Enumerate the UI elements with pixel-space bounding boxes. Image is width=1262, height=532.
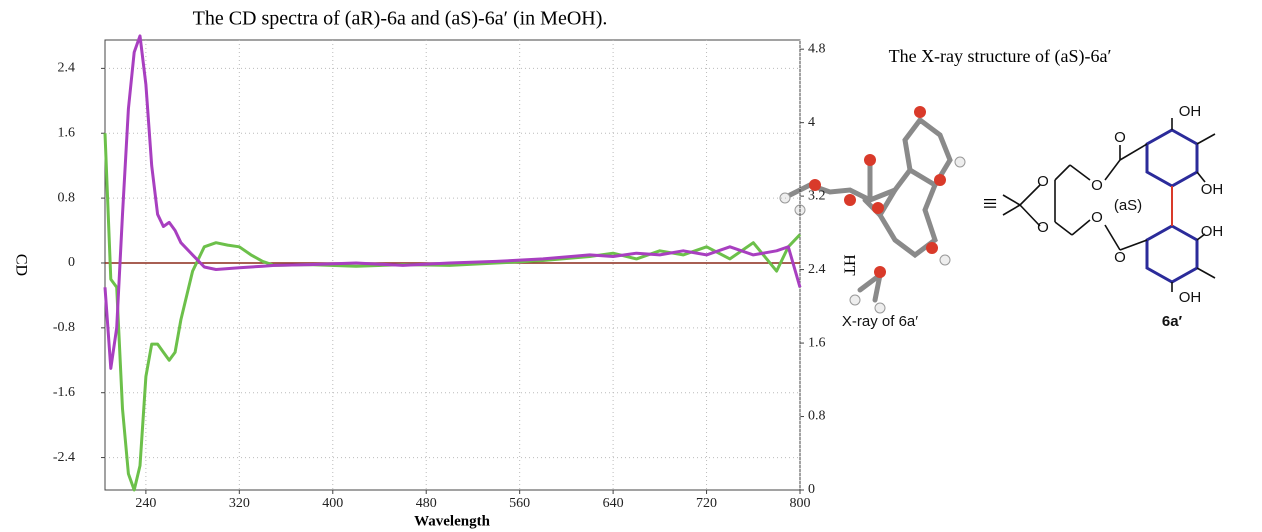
y-tick-label: -2.4 [53,450,75,465]
x-tick-label: 400 [322,496,343,511]
equivalence: ≡ [983,189,998,218]
atom-label: O [1114,249,1126,266]
x-tick-label: 800 [790,496,811,511]
structure-title: The X-ray structure of (aS)-6a′ [889,46,1112,67]
y2-tick-label: 1.6 [808,335,826,350]
y-tick-label: -1.6 [53,385,75,400]
atom-label: OH [1179,289,1202,306]
figure: The CD spectra of (aR)-6a and (aS)-6a′ (… [0,0,1262,532]
atom-label: OH [1201,223,1224,240]
atom-label: OH [1201,181,1224,198]
atom-label: O [1091,177,1103,194]
x-tick-label: 720 [696,496,717,511]
x-tick-label: 560 [509,496,530,511]
y-tick-label: 2.4 [58,61,76,76]
y2-tick-label: 2.4 [808,262,826,277]
y-tick-label: -0.8 [53,320,75,335]
atom-label: O [1091,209,1103,226]
x-tick-label: 480 [416,496,437,511]
y2-tick-label: 4 [808,115,815,130]
y-tick-label: 1.6 [58,125,76,140]
compound-label: 6a′ [1162,313,1183,330]
y2-tick-label: 4.8 [808,41,826,56]
chart-title: The CD spectra of (aR)-6a and (aS)-6a′ (… [193,8,608,30]
atom-label: O [1037,173,1049,190]
y2-tick-label: 3.2 [808,188,826,203]
xray-model [780,106,965,313]
configuration: (aS) [1114,197,1142,214]
y2-tick-label: 0.8 [808,409,826,424]
atom-label: O [1114,129,1126,146]
x-axis-label: Wavelength [414,513,490,529]
y-tick-label: 0.8 [58,190,76,205]
atom-label: OH [1179,103,1202,120]
series-line [105,36,800,369]
x-tick-label: 640 [603,496,624,511]
y-tick-label: 0 [68,255,75,270]
x-tick-label: 240 [135,496,156,511]
structure-bonds [1003,118,1215,292]
y-axis-label: CD [12,254,29,276]
atom-label: O [1037,219,1049,236]
y2-tick-label: 0 [808,482,815,497]
series-line [105,133,800,490]
x-tick-label: 320 [229,496,250,511]
xray-label: X-ray of 6a′ [842,313,918,330]
y2-axis-label: HT [840,254,857,276]
